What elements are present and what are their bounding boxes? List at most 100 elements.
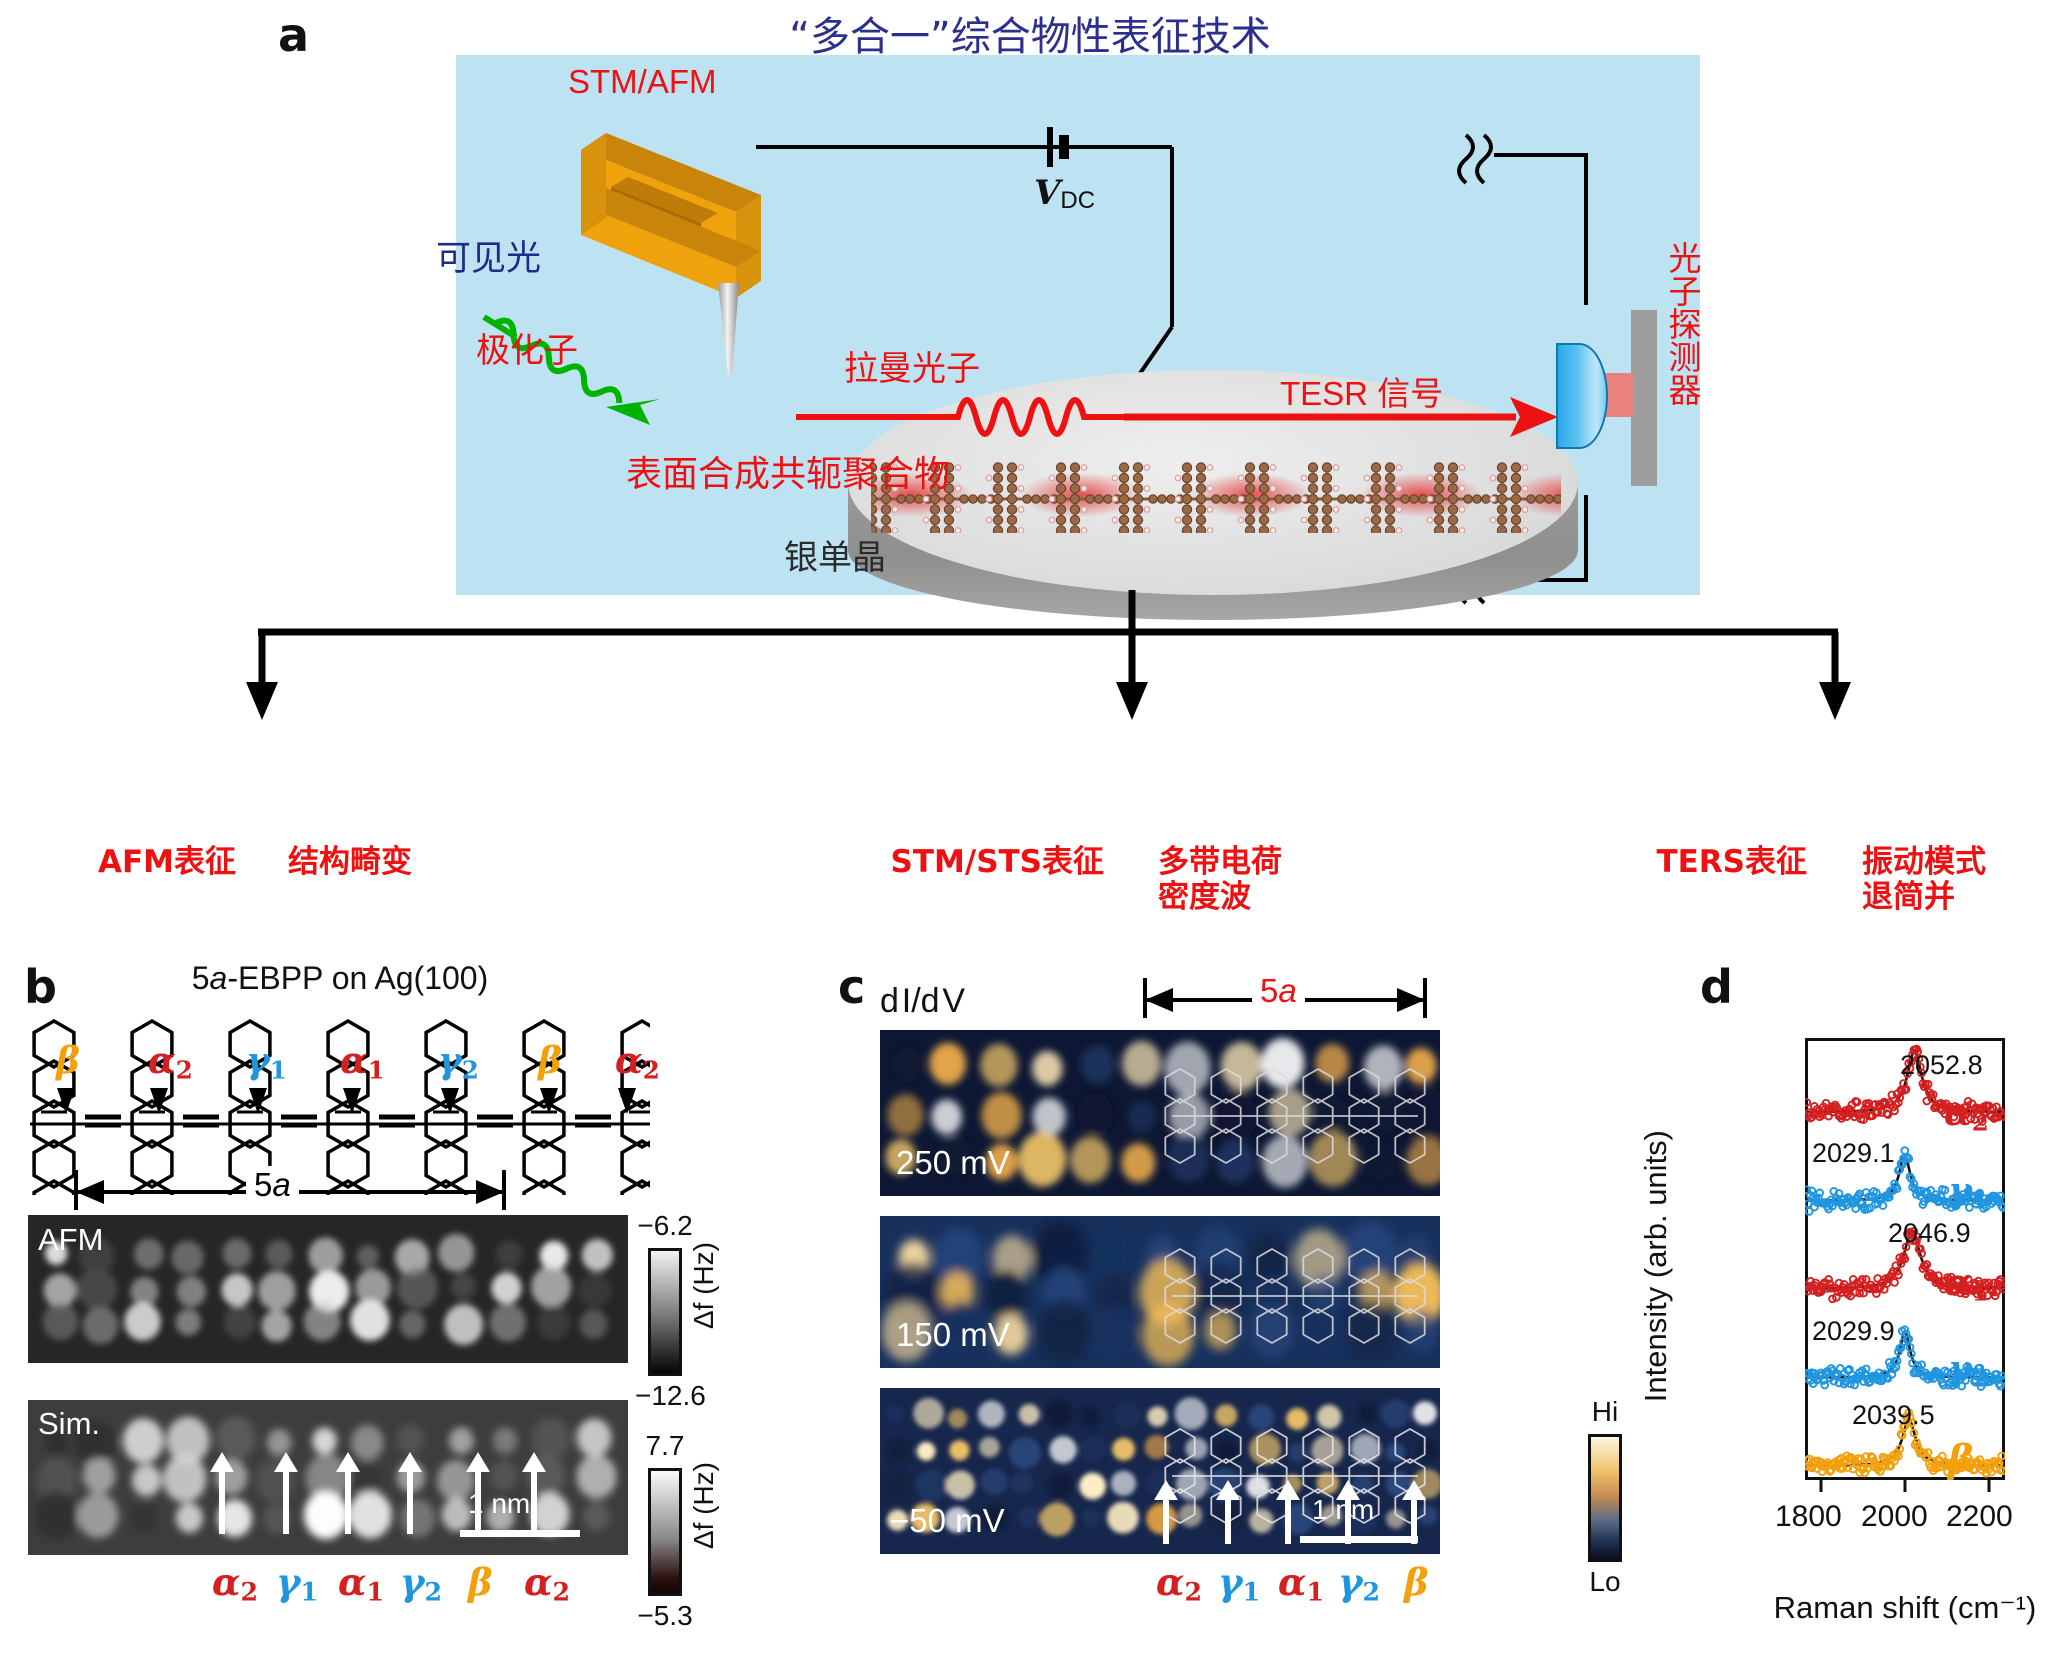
panel-c-colorbar: Hi Lo [1588, 1396, 1622, 1597]
panel-b-title-italic: a [209, 960, 228, 996]
raman-photon-label: 拉曼光子 [844, 350, 980, 388]
sim-colorbar-gradient [648, 1468, 682, 1596]
site-label-1: α2 [148, 1040, 193, 1085]
stm-map-minus50mv [880, 1388, 1440, 1554]
afm-image [28, 1215, 628, 1363]
bias-label-150mv: 150 mV [896, 1316, 1010, 1353]
xtick-2000: 2000 [1861, 1500, 1928, 1533]
panel-c-colorbar-max: Hi [1591, 1396, 1619, 1427]
sim-arrow-label-0: α2 [212, 1560, 258, 1607]
afm-panel-label: AFM [38, 1222, 104, 1257]
sim-image [28, 1400, 628, 1555]
vdc-label: VDC [1034, 173, 1095, 215]
series-label-b: β [1948, 1436, 1974, 1481]
flow-technique-1: STM/STS表征 [890, 844, 1104, 880]
sim-arrow-label-2: α1 [338, 1560, 384, 1607]
series-label-g1: γ1 [1948, 1170, 1989, 1215]
afm-colorbar-min: −12.6 [635, 1380, 706, 1411]
panel-c-arrow-label-1: γ1 [1218, 1560, 1260, 1607]
series-label-a1: α1 [1944, 1262, 1989, 1307]
panel-a-letter: a [278, 8, 310, 62]
flow-result-2: 振动模式 退简并 [1862, 844, 1986, 915]
bias-label-250mv: 250 mV [896, 1144, 1010, 1181]
site-label-3: α1 [340, 1040, 385, 1085]
raman-photon-wave-icon [796, 397, 1558, 437]
panel-c-colorbar-min: Lo [1589, 1566, 1621, 1597]
stm-map-150mv [880, 1216, 1440, 1368]
panel-d-xticks [1819, 1478, 1991, 1492]
sim-arrow-labels: α2 γ1 α1 γ2 β α2 [0, 1560, 640, 1620]
site-label-2: γ1 [246, 1040, 287, 1085]
flow-result-1: 多带电荷 密度波 [1158, 844, 1282, 915]
sim-arrow-label-4: β [468, 1560, 493, 1604]
afm-colorbar-gradient [648, 1248, 682, 1376]
period-indicator-c: 5a [1140, 972, 1430, 1026]
visible-light-label: 可见光 [436, 239, 542, 278]
period-label-c: 5a [1252, 972, 1305, 1010]
panel-c-arrow-markers [1154, 1480, 1426, 1544]
site-pointer-arrows [57, 1088, 636, 1114]
vdc-subscript: DC [1060, 187, 1096, 214]
site-label-4: γ2 [438, 1040, 479, 1085]
panel-b-letter: b [24, 960, 57, 1014]
series-label-g2: γ2 [1948, 1348, 1989, 1393]
sim-panel-label: Sim. [38, 1406, 100, 1441]
photodetector-lens [1556, 343, 1608, 449]
sim-colorbar-max: 7.7 [645, 1430, 685, 1461]
flow-technique-2: TERS表征 [1656, 844, 1807, 880]
peak-label-a2: 2052.8 [1900, 1050, 1983, 1080]
panel-a-diagram: STM/AFM [436, 55, 1701, 620]
site-label-5: β [538, 1040, 562, 1082]
panel-c-scalebar [1300, 1536, 1418, 1543]
period-indicator-b: 5a [70, 1166, 510, 1220]
panel-d-ylabel: Intensity (arb. units) [1638, 1130, 1673, 1403]
panel-d-letter: d [1700, 960, 1733, 1014]
panel-c-colorbar-gradient [1588, 1434, 1622, 1562]
panel-c-arrow-labels: α2 γ1 α1 γ2 β [880, 1560, 1440, 1620]
panel-d-xlabel: Raman shift (cm⁻¹) [1773, 1590, 2037, 1625]
panel-c-arrow-label-3: γ2 [1338, 1560, 1380, 1607]
panel-b-title-prefix: 5 [191, 960, 210, 996]
tesr-signal-label: TESR 信号 [1280, 375, 1444, 412]
sim-colorbar-unit: Δf (Hz) [688, 1462, 719, 1550]
panel-c-arrow-label-2: α1 [1278, 1560, 1324, 1607]
stm-afm-label: STM/AFM [568, 63, 717, 100]
panel-a-title: “多合一”综合物性表征技术 [789, 14, 1271, 60]
peak-label-g2: 2029.9 [1812, 1316, 1895, 1346]
flow-connector [246, 590, 1851, 720]
photodetector-body [1631, 310, 1657, 486]
polymer-label: 表面合成共轭聚合物 [626, 453, 951, 494]
stm-map-250mv [880, 1030, 1440, 1196]
sim-arrow-markers [210, 1452, 546, 1534]
xtick-1800: 1800 [1775, 1500, 1842, 1533]
afm-colorbar: −6.2 −12.6 Δf (Hz) [635, 1210, 719, 1411]
sim-arrow-label-5: α2 [524, 1560, 570, 1607]
polymer-chain [871, 455, 1561, 533]
panel-c-letter: c [838, 960, 866, 1014]
flow-technique-0: AFM表征 [97, 844, 236, 880]
sim-scalebar [460, 1530, 580, 1537]
vdc-symbol: V [1034, 173, 1061, 213]
sim-colorbar-min: −5.3 [637, 1600, 693, 1631]
flow-result-0: 结构畸变 [288, 844, 412, 880]
panel-c-arrow-label-0: α2 [1156, 1560, 1202, 1607]
peak-label-b: 2039.5 [1852, 1400, 1935, 1430]
panel-c-arrow-label-4: β [1404, 1560, 1429, 1604]
photodetector-window [1604, 373, 1634, 417]
sim-colorbar: 7.7 −5.3 Δf (Hz) [637, 1430, 719, 1631]
substrate-label: 银单晶 [784, 539, 886, 577]
sim-arrow-label-1: γ1 [276, 1560, 318, 1607]
bias-label-minus50mv: −50 mV [890, 1502, 1005, 1539]
visible-light-arrow-icon [482, 314, 660, 425]
site-label-0: β [56, 1040, 80, 1082]
raman-spectra-plot [1805, 1044, 2005, 1478]
period-label-b: 5a [246, 1166, 299, 1204]
photodetector-label: 光子探测器 [1664, 241, 1701, 406]
didv-label: d I/d V [880, 982, 966, 1020]
series-label-a2: α2 [1944, 1092, 1989, 1137]
tuning-fork-icon [581, 133, 761, 375]
polaron-label: 极化子 [476, 332, 578, 370]
xtick-2200: 2200 [1946, 1500, 2013, 1533]
chain-site-labels: β α2 γ1 α1 γ2 β α2 [0, 1040, 660, 1160]
peak-label-g1: 2029.1 [1812, 1138, 1895, 1168]
